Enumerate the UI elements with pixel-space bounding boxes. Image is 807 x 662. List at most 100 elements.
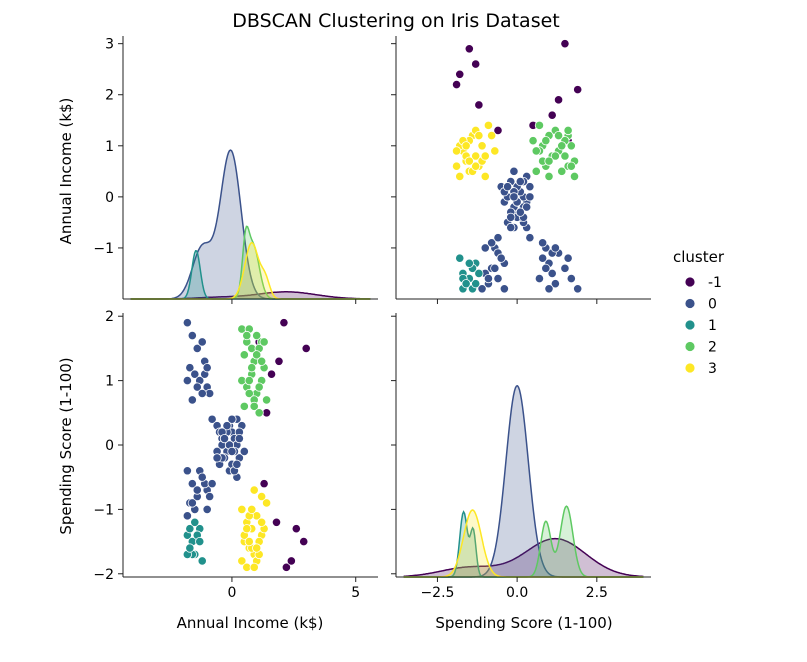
scatter-point (525, 192, 535, 202)
scatter-point (490, 263, 500, 273)
x-tick-label: −2.5 (420, 585, 454, 601)
scatter-point (232, 459, 242, 469)
legend-marker-cluster-2 (684, 341, 696, 352)
scatter-point (538, 253, 548, 263)
scatter-point (207, 414, 217, 424)
kde-line-cluster--1 (403, 537, 644, 578)
y-tick-label: 0 (105, 438, 114, 454)
scatter-point (242, 524, 252, 534)
scatter-point (182, 511, 192, 521)
scatter-point (237, 504, 247, 514)
x-tick-label: 0 (227, 585, 236, 601)
scatter-point (544, 284, 554, 294)
y-tick-label: 2 (105, 88, 114, 104)
scatter-point (557, 166, 567, 176)
scatter-point (274, 356, 284, 366)
kde-fill-cluster-2 (130, 226, 371, 299)
scatter-point (506, 222, 516, 233)
scatter-point (455, 253, 465, 263)
legend-label: 0 (708, 297, 717, 313)
scatter-point (493, 273, 503, 284)
legend-marker-cluster--1 (684, 276, 696, 288)
scatter-point (573, 85, 583, 95)
scatter-point (195, 536, 205, 547)
scatter-point (249, 485, 259, 495)
scatter-point (509, 192, 519, 202)
scatter-point (493, 233, 503, 243)
scatter-point (261, 395, 272, 405)
kde-fill-cluster-3 (130, 242, 371, 299)
y-axis-label-spending: Spending Score (1-100) (57, 357, 75, 534)
scatter-point (237, 556, 247, 566)
scatter-point (560, 263, 570, 273)
scatter-point (534, 120, 545, 130)
legend-marker-cluster-0 (684, 298, 696, 309)
scatter-point (471, 279, 481, 289)
scatter-point (515, 176, 525, 187)
scatter-point (474, 100, 484, 110)
scatter-point (471, 151, 481, 161)
scatter-point (541, 136, 551, 146)
panel-income-kde: −1 0 1 2 3 (93, 36, 378, 304)
scatter-point (544, 156, 554, 166)
scatter-point (566, 161, 576, 171)
scatter-point (259, 479, 269, 489)
legend-label: 3 (708, 361, 717, 377)
scatter-point (493, 125, 503, 136)
scatter-point (477, 284, 487, 294)
x-tick-label: 0.0 (506, 585, 528, 601)
scatter-point (483, 120, 494, 130)
scatter-point (525, 182, 535, 192)
chart-title: DBSCAN Clustering on Iris Dataset (232, 10, 560, 32)
scatter-point (249, 401, 259, 411)
scatter-point (202, 504, 212, 514)
scatter-point (506, 212, 516, 222)
scatter-point (544, 171, 554, 182)
x-tick-label: 5 (351, 585, 360, 601)
y-tick-label: 1 (105, 139, 114, 155)
kde-fill-cluster-1 (130, 250, 371, 299)
scatter-point (474, 268, 484, 279)
y-tick-label: −2 (93, 567, 114, 583)
y-tick-label: 0 (105, 190, 114, 206)
scatter-point (464, 44, 474, 54)
scatter-point (261, 498, 272, 508)
scatter-point (197, 337, 207, 347)
kde-fill-cluster-1 (403, 511, 644, 577)
scatter-point (185, 363, 195, 373)
scatter-point (490, 146, 500, 156)
scatter-point (244, 536, 254, 547)
scatter-point (480, 243, 490, 253)
legend: cluster -1 0 1 2 3 (673, 248, 725, 377)
scatter-point (205, 491, 215, 502)
x-axis-label-spending: Spending Score (1-100) (435, 614, 612, 632)
scatter-point (461, 279, 471, 289)
scatter-point (299, 536, 309, 547)
scatter-point (496, 253, 506, 263)
y-tick-label: −1 (93, 241, 114, 257)
scatter-point (477, 141, 487, 151)
scatter-point (451, 146, 462, 156)
scatter-point (247, 504, 257, 514)
scatter-point (197, 472, 207, 482)
scatter-point (252, 350, 262, 360)
legend-label: 2 (708, 340, 717, 356)
scatter-point (197, 388, 207, 399)
scatter-point (538, 238, 548, 248)
scatter-point (207, 479, 217, 489)
scatter-point (563, 125, 573, 136)
panel-spending-vs-income-scatter: 0 5 −2 −1 0 1 2 (93, 309, 378, 601)
scatter-point (471, 161, 481, 171)
scatter-point (547, 110, 557, 120)
scatter-point (487, 130, 497, 141)
scatter-point (242, 330, 252, 341)
legend-marker-cluster-1 (684, 319, 696, 331)
legend-marker-cluster-3 (684, 362, 696, 374)
scatter-point (182, 466, 192, 476)
x-axis-label-income: Annual Income (k$) (177, 614, 324, 632)
scatter-point (192, 485, 202, 495)
scatter-point (212, 453, 222, 463)
y-tick-label: 3 (105, 37, 114, 53)
legend-label: 1 (708, 318, 717, 334)
